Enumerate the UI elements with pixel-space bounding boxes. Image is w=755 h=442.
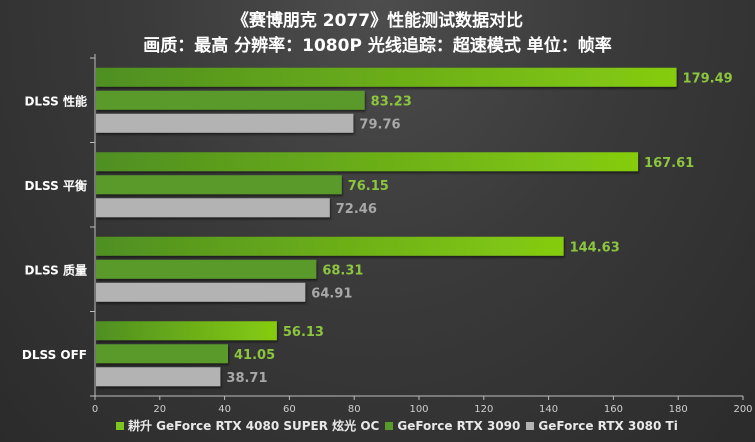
category-label: DLSS 性能 (24, 93, 87, 108)
x-tick-label: 40 (218, 404, 231, 415)
x-tick-label: 140 (539, 404, 558, 415)
x-tick-label: 180 (669, 404, 688, 415)
data-label: 56.13 (283, 325, 324, 340)
bar (96, 67, 677, 87)
legend-label: 耕升 GeForce RTX 4080 SUPER 炫光 OC (128, 419, 380, 433)
legend-swatch (526, 421, 535, 430)
data-label: 38.71 (226, 371, 267, 386)
bar (96, 282, 306, 302)
data-label: 72.46 (336, 202, 377, 217)
x-tick-label: 80 (348, 404, 361, 415)
x-tick-label: 0 (92, 404, 98, 415)
x-tick-label: 60 (283, 404, 296, 415)
legend-label: GeForce RTX 3080 Ti (538, 418, 678, 433)
legend-swatch (116, 421, 124, 430)
bar (96, 236, 564, 256)
legend-item: GeForce RTX 3090 (385, 419, 520, 433)
data-label: 144.63 (570, 240, 620, 255)
data-label: 64.91 (311, 286, 352, 301)
bar (96, 344, 229, 364)
chart-subtitle: 画质：最高 分辨率：1080P 光线追踪：超速模式 单位：帧率 (143, 36, 612, 56)
x-tick-label: 100 (409, 404, 428, 415)
data-label: 79.76 (359, 117, 400, 132)
bar (96, 113, 354, 133)
bar (96, 152, 639, 172)
chart-title: 《赛博朋克 2077》性能测试数据对比 (231, 11, 524, 31)
data-label: 76.15 (348, 179, 389, 194)
legend-item: 耕升 GeForce RTX 4080 SUPER 炫光 OC (116, 417, 379, 434)
legend-swatch (385, 421, 394, 430)
category-label: DLSS OFF (22, 348, 87, 362)
bar (96, 367, 221, 387)
x-tick-label: 120 (474, 404, 493, 415)
data-label: 167.61 (644, 156, 694, 171)
x-tick-label: 20 (153, 404, 166, 415)
data-label: 179.49 (683, 71, 733, 86)
data-label: 68.31 (322, 263, 363, 278)
legend-item: GeForce RTX 3080 Ti (526, 418, 678, 433)
legend: 耕升 GeForce RTX 4080 SUPER 炫光 OC GeForce R… (116, 417, 678, 434)
data-label: 41.05 (234, 348, 275, 363)
data-label: 83.23 (371, 94, 412, 109)
bar (96, 90, 365, 110)
category-label: DLSS 质量 (24, 262, 87, 277)
x-tick-label: 200 (733, 404, 752, 415)
bar (96, 175, 342, 195)
x-tick-label: 160 (604, 404, 623, 415)
bar (96, 198, 330, 218)
bar (96, 321, 277, 341)
bar (96, 259, 317, 279)
category-label: DLSS 平衡 (24, 178, 87, 193)
legend-label: GeForce RTX 3090 (397, 418, 521, 433)
